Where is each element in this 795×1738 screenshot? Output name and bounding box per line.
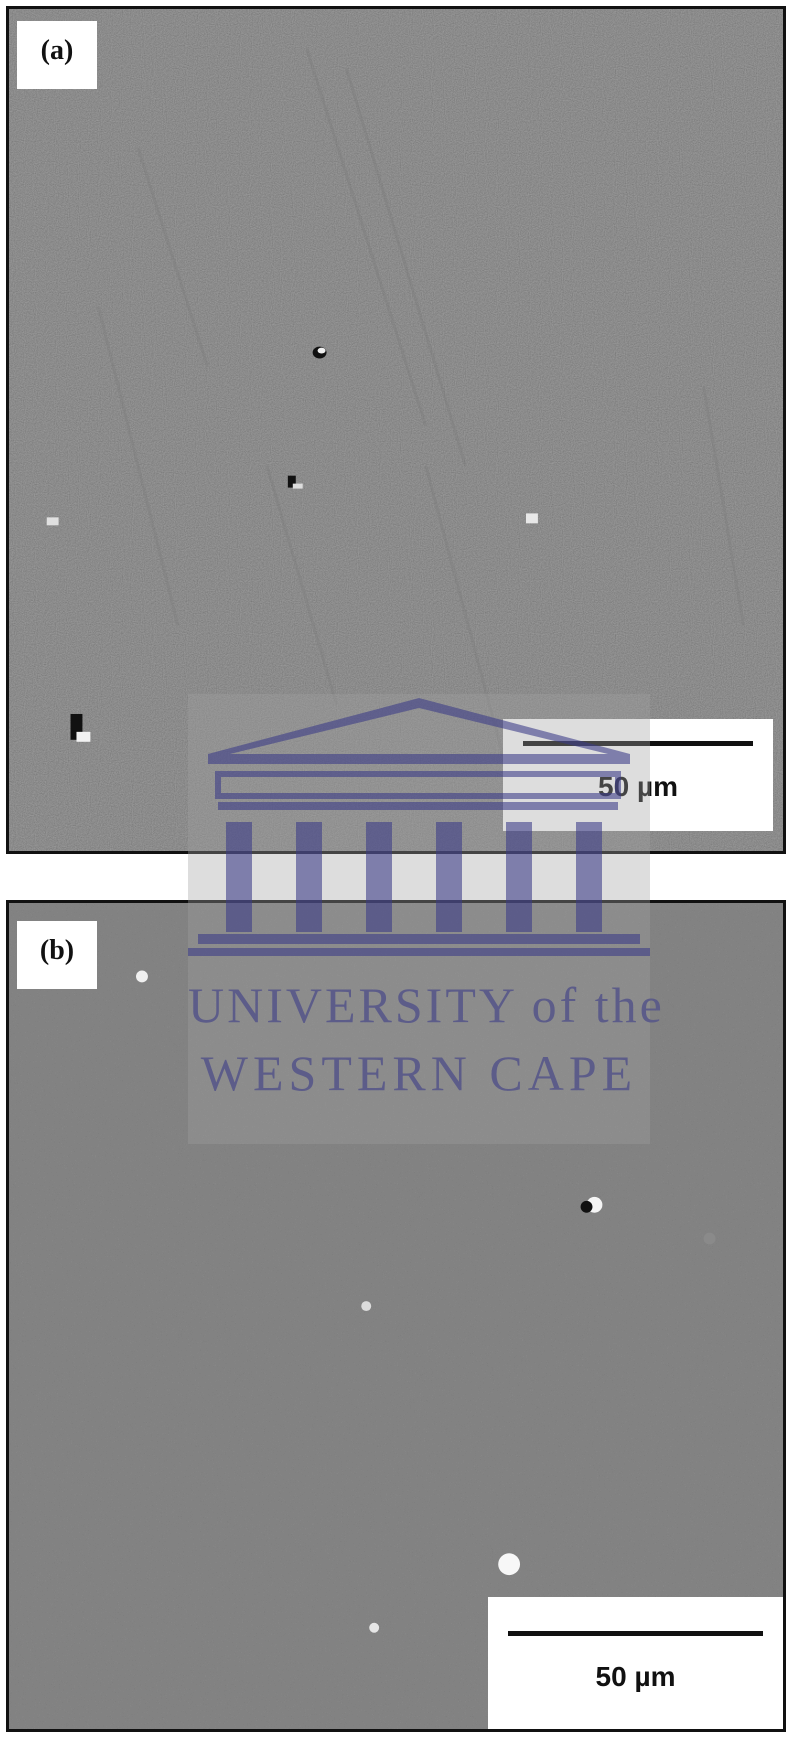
watermark-line1: UNIVERSITY of the [188,977,665,1033]
scale-bar-b [508,1631,763,1636]
scale-bar-a [523,741,753,746]
watermark-line2: WESTERN CAPE [200,1045,638,1101]
scale-bar-box-b: 50 µm [488,1597,783,1729]
sem-image-b [9,903,783,1729]
panel-label-a: (a) [17,21,97,89]
university-building-logo-icon [188,698,650,956]
university-watermark: UNIVERSITY of the WESTERN CAPE [188,694,665,1144]
particles-b [136,970,716,1633]
panel-label-b: (b) [17,921,97,989]
scale-text-b: 50 µm [595,1661,676,1692]
particles-a [46,346,538,742]
sem-panel-b: (b) 50 µm [6,900,786,1732]
sem-panel-a: (a) 50 µm [6,6,786,854]
